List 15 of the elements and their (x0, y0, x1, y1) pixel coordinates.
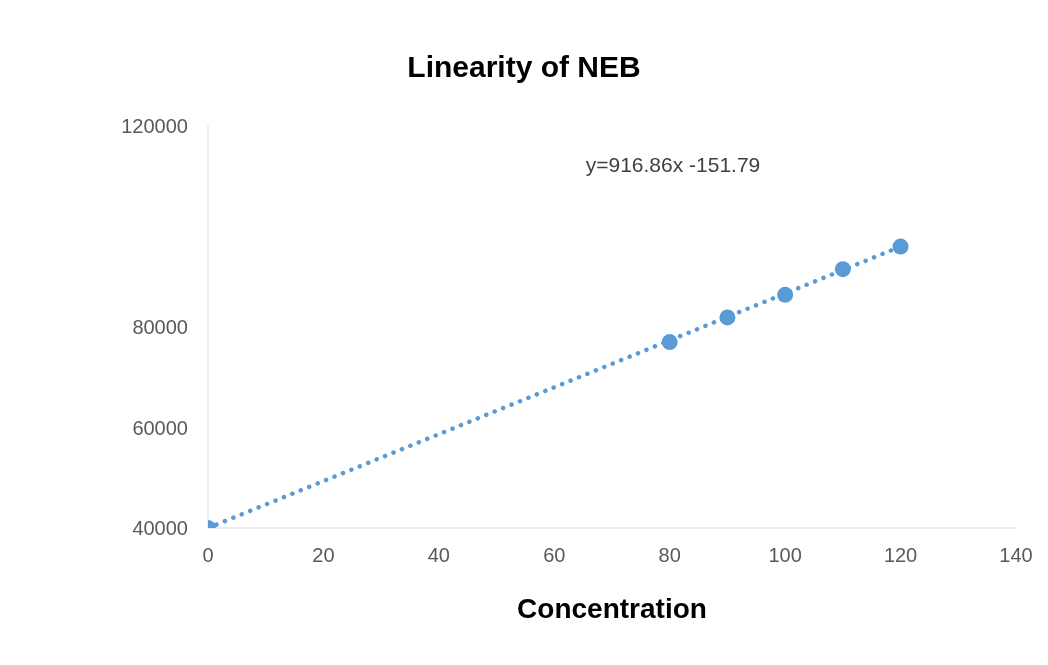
x-tick-label: 80 (658, 544, 681, 567)
chart-title: Linearity of NEB (406, 50, 642, 84)
y-tick-label: 40000 (132, 517, 188, 540)
annotation: y=916.86x -151.79 (585, 153, 761, 176)
x-tick-label: 20 (312, 544, 335, 567)
x-tick-label: 0 (202, 544, 214, 567)
x-tick-label: 140 (999, 544, 1033, 567)
x-axis-title: Concentration (517, 593, 707, 624)
x-tick-label: 40 (427, 544, 450, 567)
x-tick-label: 60 (543, 544, 566, 567)
x-tick-label: 120 (883, 544, 918, 567)
x-tick-label: 100 (768, 544, 802, 567)
y-tick-label: 60000 (132, 416, 188, 439)
y-tick-label: 120000 (121, 115, 188, 138)
y-tick-label: 80000 (132, 316, 188, 339)
